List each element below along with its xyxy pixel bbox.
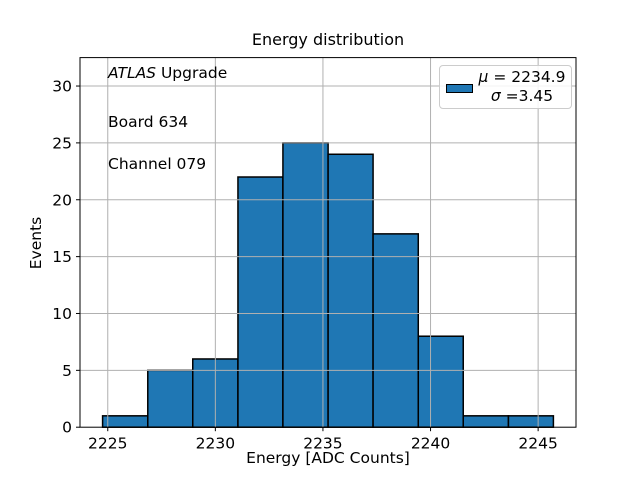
- x-tick-label: 2225: [88, 435, 127, 453]
- y-tick-label: 0: [62, 419, 72, 437]
- annotation-experiment-suffix: Upgrade: [156, 64, 228, 82]
- legend-swatch: [446, 84, 473, 93]
- legend-mu-entry: μ = 2234.9: [476, 68, 568, 87]
- y-tick-label: 30: [52, 78, 72, 96]
- legend: μ = 2234.9 σ =3.45: [439, 65, 572, 109]
- legend-sigma-entry: σ =3.45: [476, 87, 568, 106]
- x-tick-label: 2240: [411, 435, 450, 453]
- y-tick-label: 15: [52, 248, 72, 266]
- histogram-bar: [101, 415, 149, 428]
- mu-symbol: μ: [478, 68, 489, 86]
- histogram-bar: [282, 142, 329, 428]
- annotation-experiment-name: ATLAS: [108, 64, 157, 82]
- y-tick-label: 25: [52, 134, 72, 152]
- annotation-experiment: ATLAS Upgrade: [108, 64, 227, 82]
- y-tick-label: 10: [52, 305, 72, 323]
- histogram-bar: [237, 176, 284, 428]
- histogram-bar: [417, 335, 464, 428]
- y-tick-label: 20: [52, 191, 72, 209]
- mu-value: = 2234.9: [488, 68, 566, 86]
- x-tick-label: 2230: [196, 435, 235, 453]
- legend-text: μ = 2234.9 σ =3.45: [476, 68, 568, 106]
- histogram-bar: [462, 415, 510, 428]
- axes-frame: [79, 57, 577, 428]
- histogram-bar: [507, 415, 555, 428]
- annotation-board: Board 634: [108, 113, 189, 131]
- sigma-symbol: σ: [490, 87, 501, 105]
- x-tick-label: 2245: [518, 435, 557, 453]
- histogram-bar: [147, 369, 194, 428]
- sigma-value: =3.45: [500, 87, 554, 105]
- annotation-details: Board 634 Channel 079: [108, 87, 206, 199]
- chart-title: Energy distribution: [251, 30, 405, 49]
- x-axis-label: Energy [ADC Counts]: [246, 449, 410, 467]
- x-tick-label: 2235: [303, 435, 342, 453]
- y-axis-label: Events: [27, 216, 45, 270]
- histogram-bar: [372, 233, 420, 428]
- histogram-bar: [327, 153, 374, 428]
- y-tick-label: 5: [62, 362, 72, 380]
- annotation-channel: Channel 079: [108, 155, 207, 173]
